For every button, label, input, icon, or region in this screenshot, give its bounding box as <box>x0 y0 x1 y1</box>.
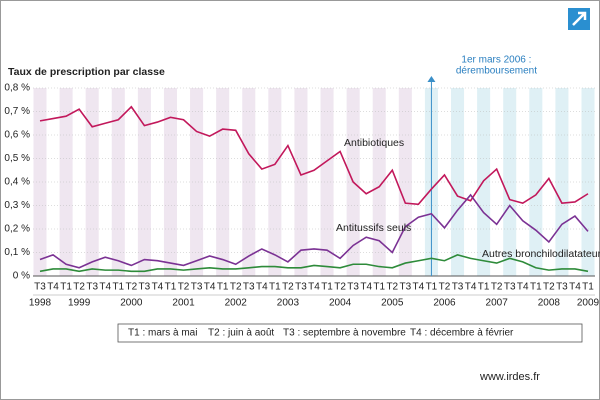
x-tick-label: T4 <box>47 282 59 293</box>
y-tick-label: 0,2 % <box>4 224 30 235</box>
x-tick-label: T4 <box>152 282 164 293</box>
band <box>268 88 282 276</box>
x-tick-label: T2 <box>543 282 555 293</box>
source: www.irdes.fr <box>479 371 540 383</box>
legend-note: T4 : décembre à février <box>410 328 514 339</box>
band <box>451 88 465 276</box>
y-tick-label: 0,6 % <box>4 130 30 141</box>
x-tick-label: T3 <box>34 282 46 293</box>
x-tick-label: T1 <box>60 282 72 293</box>
band <box>242 88 256 276</box>
legend-box <box>117 323 583 343</box>
x-tick-label: T3 <box>556 282 568 293</box>
series-line <box>39 193 589 269</box>
annotation: 1er mars 2006 : <box>461 55 531 66</box>
x-tick-label: T4 <box>360 282 372 293</box>
y-tick-label: 0,1 % <box>4 247 30 258</box>
year-label: 1999 <box>68 298 91 309</box>
x-tick-label: T1 <box>269 282 281 293</box>
x-tick-label: T2 <box>230 282 242 293</box>
x-tick-label: T2 <box>334 282 346 293</box>
y-tick-label: 0,5 % <box>4 153 30 164</box>
y-tick-label: 0,7 % <box>4 106 30 117</box>
year-label: 2000 <box>120 298 143 309</box>
x-tick-label: T4 <box>99 282 111 293</box>
corner-icon <box>568 8 590 30</box>
x-tick-label: T1 <box>165 282 177 293</box>
band <box>190 88 204 276</box>
legend-note: T2 : juin à août <box>208 328 274 339</box>
x-tick-label: T1 <box>582 282 594 293</box>
x-tick-label: T3 <box>295 282 307 293</box>
series-label: Autres bronchilodilatateurs <box>482 248 600 260</box>
x-tick-label: T4 <box>413 282 425 293</box>
y-tick-label: 0 % <box>13 271 30 282</box>
x-tick-label: T2 <box>282 282 294 293</box>
x-tick-label: T1 <box>321 282 333 293</box>
x-tick-label: T3 <box>139 282 151 293</box>
y-tick-label: 0,8 % <box>4 83 30 94</box>
x-tick-label: T4 <box>569 282 581 293</box>
x-tick-label: T4 <box>517 282 529 293</box>
year-label: 2006 <box>433 298 456 309</box>
series-line <box>39 254 589 273</box>
x-tick-label: T3 <box>347 282 359 293</box>
x-tick-label: T1 <box>478 282 490 293</box>
band <box>503 88 517 276</box>
year-label: 2002 <box>225 298 248 309</box>
x-tick-label: T4 <box>256 282 268 293</box>
x-tick-label: T3 <box>243 282 255 293</box>
x-tick-label: T2 <box>491 282 503 293</box>
year-label: 2009 <box>577 298 600 309</box>
series-label: Antitussifs seuls <box>336 222 411 234</box>
band <box>529 88 543 276</box>
year-label: 2008 <box>538 298 561 309</box>
x-tick-label: T2 <box>178 282 190 293</box>
x-tick-label: T3 <box>452 282 464 293</box>
x-tick-label: T2 <box>386 282 398 293</box>
year-label: 2005 <box>381 298 404 309</box>
annotation-arrow <box>427 76 436 82</box>
x-tick-label: T1 <box>426 282 438 293</box>
y-tick-label: 0,4 % <box>4 177 30 188</box>
x-tick-label: T1 <box>112 282 124 293</box>
series-label: Antibiotiques <box>344 137 404 149</box>
legend-note: T3 : septembre à novembre <box>283 328 406 339</box>
x-tick-label: T3 <box>191 282 203 293</box>
annotation: déremboursement <box>456 66 537 77</box>
year-label: 2004 <box>329 298 352 309</box>
x-tick-label: T3 <box>86 282 98 293</box>
x-tick-label: T4 <box>308 282 320 293</box>
band <box>85 88 99 276</box>
x-tick-label: T2 <box>73 282 85 293</box>
x-tick-label: T1 <box>530 282 542 293</box>
x-tick-label: T1 <box>373 282 385 293</box>
series-line <box>39 105 589 206</box>
x-tick-label: T3 <box>399 282 411 293</box>
x-tick-label: T3 <box>504 282 516 293</box>
x-tick-label: T2 <box>125 282 137 293</box>
band <box>111 88 125 276</box>
y-tick-label: 0,3 % <box>4 200 30 211</box>
year-label: 2001 <box>172 298 195 309</box>
x-tick-label: T1 <box>217 282 229 293</box>
x-tick-label: T4 <box>465 282 477 293</box>
legend-note: T1 : mars à mai <box>128 328 197 339</box>
band <box>163 88 177 276</box>
year-label: 2003 <box>277 298 300 309</box>
year-label: 2007 <box>486 298 509 309</box>
x-tick-label: T4 <box>204 282 216 293</box>
year-label: 1998 <box>29 298 52 309</box>
y-axis-title: Taux de prescription par classe <box>8 66 165 78</box>
x-tick-label: T2 <box>439 282 451 293</box>
